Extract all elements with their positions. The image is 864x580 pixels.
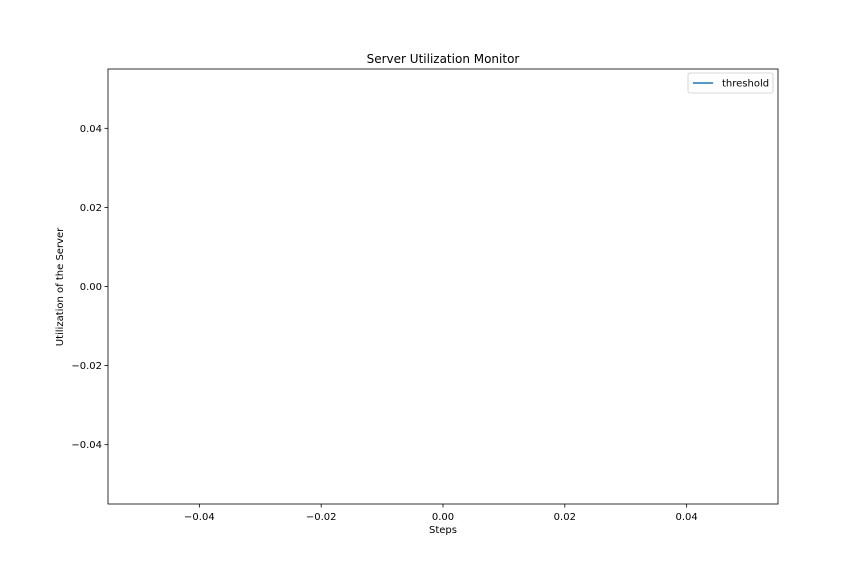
y-tick-label: 0.00	[80, 282, 102, 293]
y-tick-label: 0.04	[80, 124, 102, 135]
y-tick-label: −0.02	[71, 361, 102, 372]
x-tick-label: 0.00	[432, 512, 454, 523]
y-axis-label: Utilization of the Server	[55, 227, 66, 346]
x-axis-label: Steps	[429, 525, 457, 536]
legend: threshold	[687, 72, 774, 94]
plot-area	[107, 68, 779, 505]
chart-title: Server Utilization Monitor	[367, 52, 520, 66]
x-tick-label: 0.04	[676, 512, 698, 523]
y-axis: −0.04 −0.02 0.00 0.02 0.04	[71, 124, 108, 451]
y-tick-label: −0.04	[71, 440, 102, 451]
x-tick-label: 0.02	[554, 512, 576, 523]
legend-label-threshold: threshold	[722, 79, 769, 90]
legend-frame	[687, 72, 774, 94]
x-tick-label: −0.04	[184, 512, 215, 523]
y-tick-label: 0.02	[80, 203, 102, 214]
x-tick-label: −0.02	[306, 512, 337, 523]
x-axis: −0.04 −0.02 0.00 0.02 0.04	[184, 504, 698, 523]
